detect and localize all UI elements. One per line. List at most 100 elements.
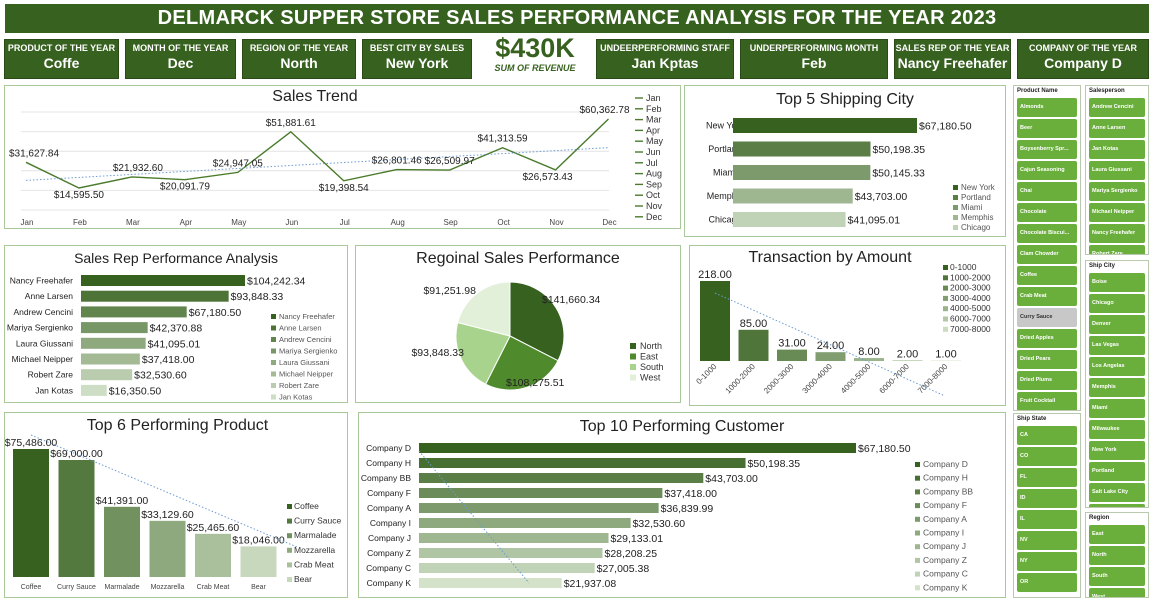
- data-label: $67,180.50: [189, 307, 242, 319]
- bar: [733, 141, 871, 157]
- category-label: Company BB: [361, 473, 411, 483]
- slicer-item[interactable]: Salt Lake City: [1089, 483, 1145, 502]
- slicer-item[interactable]: Chocolate: [1017, 203, 1077, 222]
- data-label: 1.00: [935, 349, 956, 361]
- legend-swatch: [915, 489, 920, 495]
- slicer-item[interactable]: Chicago: [1089, 294, 1145, 313]
- x-tick-label: Jan: [21, 218, 34, 227]
- slicer-item[interactable]: Coffee: [1017, 266, 1077, 285]
- data-label: 85.00: [740, 318, 768, 330]
- slicer-item[interactable]: North: [1089, 546, 1145, 565]
- category-label: Miami: [713, 168, 737, 178]
- data-label: $36,839.99: [661, 503, 714, 515]
- x-tick-label: Marmalade: [104, 584, 139, 591]
- slicer-item[interactable]: Las Vegas: [1089, 336, 1145, 355]
- slicer-item[interactable]: Chocolate Biscui...: [1017, 224, 1077, 243]
- legend-label: Company D: [923, 459, 968, 469]
- slicer-item[interactable]: Michael Neipper: [1089, 203, 1145, 222]
- data-label: $26,509.97: [425, 156, 475, 167]
- bar: [854, 358, 884, 361]
- linear-trendline: [30, 434, 298, 548]
- legend-label: East: [640, 352, 659, 362]
- legend-label: Oct: [646, 190, 661, 200]
- slicer-item[interactable]: Dried Apples: [1017, 329, 1077, 348]
- slicer-item[interactable]: Clam Chowder: [1017, 245, 1077, 264]
- slicer-item[interactable]: Laura Giussani: [1089, 161, 1145, 180]
- legend-label: Aug: [646, 169, 662, 179]
- slicer-item[interactable]: Portland: [1089, 462, 1145, 481]
- slicer-item[interactable]: NY: [1017, 552, 1077, 571]
- slicer-item[interactable]: Jan Kotas: [1089, 140, 1145, 159]
- slicer-item[interactable]: Dried Pears: [1017, 350, 1077, 369]
- slicer-item[interactable]: Chai: [1017, 182, 1077, 201]
- slicer-item[interactable]: Los Angelas: [1089, 357, 1145, 376]
- slicer-item[interactable]: Memphis: [1089, 378, 1145, 397]
- slicer-item[interactable]: New York: [1089, 441, 1145, 460]
- slicer-item[interactable]: Crab Meat: [1017, 287, 1077, 306]
- category-label: Anne Larsen: [25, 291, 73, 301]
- slicer-item[interactable]: FL: [1017, 468, 1077, 487]
- slicer-item[interactable]: NV: [1017, 531, 1077, 550]
- kpi-underperforming-month: UNDERPERFORMING MONTH Feb: [740, 39, 888, 79]
- legend-label: New York: [961, 183, 996, 192]
- legend-swatch: [943, 306, 948, 312]
- bar: [419, 503, 659, 513]
- slicer-item[interactable]: Seattle: [1089, 504, 1145, 507]
- slicer-item[interactable]: Andrew Cencini: [1089, 98, 1145, 117]
- bar: [815, 352, 846, 361]
- slicer-item[interactable]: ID: [1017, 489, 1077, 508]
- legend-swatch: [915, 557, 920, 563]
- slicer-item[interactable]: Denver: [1089, 315, 1145, 334]
- top-customers-panel: Top 10 Performing Customer Company D $67,…: [358, 412, 1006, 598]
- legend-label: Sep: [646, 179, 662, 189]
- slicer-item[interactable]: Boise: [1089, 273, 1145, 292]
- slicer-item[interactable]: Almonds: [1017, 98, 1077, 117]
- shipping-city-panel: Top 5 Shipping City New York $67,180.50 Po…: [684, 85, 1006, 237]
- slicer-header: Ship City: [1089, 263, 1116, 269]
- legend-swatch: [287, 504, 292, 509]
- legend-swatch: [943, 326, 948, 332]
- slicer-item[interactable]: IL: [1017, 510, 1077, 529]
- product-slicer[interactable]: Product Name Almonds Beer Boysenberry Spr..…: [1013, 85, 1081, 411]
- ship-city-slicer[interactable]: Ship City Boise Chicago Denver Las Vegas Los …: [1085, 260, 1149, 508]
- legend-swatch: [943, 316, 948, 322]
- region-slicer[interactable]: Region East North South West: [1085, 512, 1149, 598]
- slicer-item[interactable]: Fruit Cocktail: [1017, 392, 1077, 410]
- legend-swatch: [271, 348, 276, 354]
- salesperson-slicer[interactable]: Salesperson Andrew Cencini Anne Larsen Jan …: [1085, 85, 1149, 255]
- bar: [892, 360, 923, 361]
- ship-state-slicer[interactable]: Ship State CA CO FL ID IL NV NY OR: [1013, 413, 1081, 598]
- legend-swatch: [953, 205, 958, 210]
- slicer-item[interactable]: CO: [1017, 447, 1077, 466]
- x-tick-label: Oct: [497, 218, 510, 227]
- legend-swatch: [271, 325, 276, 331]
- kpi-value: North: [280, 55, 318, 71]
- slicer-item[interactable]: Cajun Seasoning: [1017, 161, 1077, 180]
- legend-label: South: [640, 362, 664, 372]
- slicer-item[interactable]: CA: [1017, 426, 1077, 445]
- slicer-item[interactable]: Curry Sauce: [1017, 308, 1077, 327]
- slicer-item[interactable]: Anne Larsen: [1089, 119, 1145, 138]
- legend-label: Company K: [923, 582, 968, 592]
- slicer-item[interactable]: East: [1089, 525, 1145, 544]
- slicer-item[interactable]: Robert Zare: [1089, 245, 1145, 254]
- slicer-item[interactable]: Mariya Sergienko: [1089, 182, 1145, 201]
- slicer-item[interactable]: South: [1089, 567, 1145, 586]
- chart-title: Top 10 Performing Customer: [579, 418, 785, 435]
- slicer-item[interactable]: Boysenberry Spr...: [1017, 140, 1077, 159]
- slicer-item[interactable]: Miami: [1089, 399, 1145, 418]
- kpi-value: Company D: [1044, 55, 1122, 71]
- slicer-item[interactable]: OR: [1017, 573, 1077, 592]
- category-label: Company K: [367, 578, 412, 588]
- slicer-header: Ship State: [1017, 416, 1047, 422]
- legend-label: Coffee: [294, 501, 319, 511]
- data-label: $25,465.60: [187, 522, 240, 534]
- kpi-label: MONTH OF THE YEAR: [132, 43, 229, 53]
- x-tick-label: Dec: [602, 218, 616, 227]
- bar: [419, 518, 631, 528]
- slicer-item[interactable]: West: [1089, 588, 1145, 597]
- slicer-item[interactable]: Dried Plums: [1017, 371, 1077, 390]
- slicer-item[interactable]: Beer: [1017, 119, 1077, 138]
- slicer-item[interactable]: Nancy Freehafer: [1089, 224, 1145, 243]
- slicer-item[interactable]: Milwaukee: [1089, 420, 1145, 439]
